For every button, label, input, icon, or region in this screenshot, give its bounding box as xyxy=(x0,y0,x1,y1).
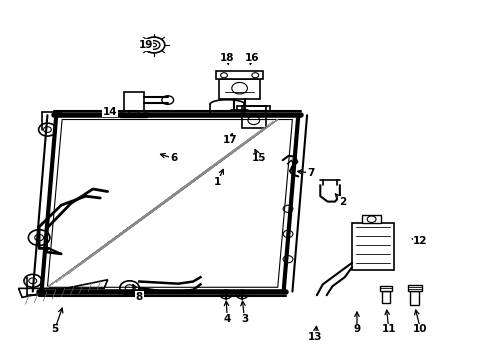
Bar xyxy=(219,79,260,99)
Circle shape xyxy=(223,293,228,296)
Circle shape xyxy=(28,230,50,246)
Bar xyxy=(242,106,265,128)
Bar xyxy=(216,71,263,79)
Circle shape xyxy=(236,290,247,299)
Circle shape xyxy=(283,256,292,263)
Text: 13: 13 xyxy=(307,332,322,342)
Circle shape xyxy=(366,216,375,222)
Text: 15: 15 xyxy=(251,153,266,163)
Circle shape xyxy=(251,73,258,78)
Bar xyxy=(361,215,381,223)
Text: 18: 18 xyxy=(220,53,234,63)
Circle shape xyxy=(247,116,259,125)
Circle shape xyxy=(231,82,247,94)
Circle shape xyxy=(125,285,134,291)
Text: 7: 7 xyxy=(306,168,314,178)
Circle shape xyxy=(151,43,156,47)
Circle shape xyxy=(122,111,129,116)
Circle shape xyxy=(283,205,292,212)
Bar xyxy=(382,291,389,303)
Text: 5: 5 xyxy=(51,324,58,334)
Circle shape xyxy=(148,41,160,49)
Circle shape xyxy=(35,234,43,241)
Text: 2: 2 xyxy=(338,197,345,207)
Bar xyxy=(407,285,421,291)
Bar xyxy=(380,286,391,291)
Text: 19: 19 xyxy=(138,40,153,50)
Text: 11: 11 xyxy=(381,324,395,334)
Polygon shape xyxy=(19,280,107,297)
Circle shape xyxy=(43,127,51,132)
Circle shape xyxy=(138,111,145,116)
Bar xyxy=(120,111,147,117)
Circle shape xyxy=(283,230,292,238)
Circle shape xyxy=(120,281,139,295)
Circle shape xyxy=(143,37,164,53)
Text: 12: 12 xyxy=(412,236,427,246)
Bar xyxy=(123,92,144,112)
Text: 4: 4 xyxy=(223,314,231,324)
Text: 10: 10 xyxy=(412,324,427,334)
Circle shape xyxy=(220,290,231,299)
Circle shape xyxy=(24,274,41,287)
Text: 14: 14 xyxy=(102,107,117,117)
Bar xyxy=(351,223,393,270)
Circle shape xyxy=(239,293,244,296)
Bar xyxy=(409,291,418,305)
Text: 16: 16 xyxy=(244,53,259,63)
Text: 1: 1 xyxy=(214,177,221,187)
Text: 9: 9 xyxy=(353,324,360,334)
Circle shape xyxy=(39,123,56,136)
Circle shape xyxy=(162,96,173,104)
Text: 8: 8 xyxy=(136,292,142,302)
Circle shape xyxy=(220,73,227,78)
Text: 17: 17 xyxy=(222,135,237,145)
Text: 6: 6 xyxy=(170,153,177,163)
Text: 3: 3 xyxy=(241,314,247,324)
Circle shape xyxy=(29,278,37,284)
